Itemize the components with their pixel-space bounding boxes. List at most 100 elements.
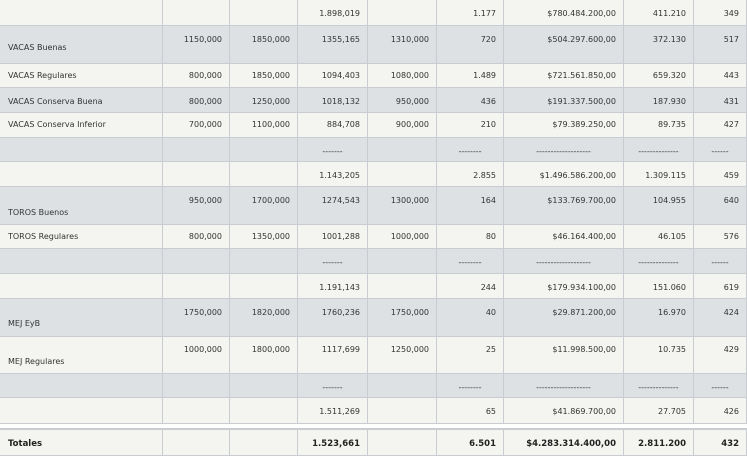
cell-total-kg: 89.735 <box>624 113 694 138</box>
cell-avg-kg: 424 <box>694 299 747 337</box>
cell-max-price-text: 1850,000 <box>251 35 290 44</box>
cell-total-kg-text: 16.970 <box>658 308 686 317</box>
cell-avg-weight: 1094,403 <box>298 64 368 88</box>
cell-head-count-text: 164 <box>480 196 496 205</box>
cell-label <box>0 162 163 187</box>
cell-amount-text: $41.869.700,00 <box>552 407 616 416</box>
cell-head-count: 244 <box>437 274 504 299</box>
cell-label <box>0 398 163 424</box>
table-row: 1.898,019 1.177 $780.484.200,00 411.210 349 <box>0 0 747 26</box>
table-row: 1.143,205 2.855 $1.496.586.200,00 1.309.115… <box>0 162 747 187</box>
cell-avg-weight-text: 1001,288 <box>321 232 360 241</box>
cell-amount-text: $179.934.100,00 <box>547 283 616 292</box>
cell-amount: $179.934.100,00 <box>504 274 624 299</box>
cell-max-price-text: 1700,000 <box>251 196 290 205</box>
cell-avg-weight: 1018,132 <box>298 88 368 113</box>
cell-label-text: VACAS Conserva Inferior <box>8 120 106 129</box>
cell-head-count-text: -------- <box>458 383 482 392</box>
cell-label: MEJ EyB <box>0 299 163 337</box>
cell-head-count-text: 25 <box>485 345 496 354</box>
cell-avg-kg: 431 <box>694 88 747 113</box>
cell-avg-weight: 1001,288 <box>298 225 368 249</box>
cell-avg-weight-text: 1.898,019 <box>319 9 360 18</box>
cell-max-price <box>230 274 298 299</box>
cell-ref-weight: 1750,000 <box>368 299 437 337</box>
cell-ref-weight <box>368 430 437 456</box>
cell-amount: $504.297.600,00 <box>504 26 624 64</box>
totals-row: Totales 1.523,661 6.501 $4.283.314.400,00 2.… <box>0 428 747 456</box>
cell-ref-weight-text: 1080,000 <box>390 71 429 80</box>
table-row: ------- -------- ------------------- ------… <box>0 138 747 162</box>
cell-max-price-text: 1850,000 <box>251 71 290 80</box>
cell-ref-weight-text: 900,000 <box>395 120 429 129</box>
cell-label: VACAS Regulares <box>0 64 163 88</box>
cell-avg-kg: 640 <box>694 187 747 225</box>
cell-amount-text: $79.389.250,00 <box>552 120 616 129</box>
cell-total-kg: 104.955 <box>624 187 694 225</box>
cell-amount-text: $29.871.200,00 <box>552 308 616 317</box>
cell-head-count-text: 210 <box>480 120 496 129</box>
cell-amount: ------------------- <box>504 374 624 398</box>
table-row: VACAS Buenas 1150,000 1850,000 1355,165 1310… <box>0 26 747 64</box>
cell-avg-weight-text: 1117,699 <box>321 345 360 354</box>
cell-head-count: 720 <box>437 26 504 64</box>
cell-ref-weight-text: 1250,000 <box>390 345 429 354</box>
cell-total-kg-text: 372.130 <box>652 35 686 44</box>
cell-label: VACAS Conserva Buena <box>0 88 163 113</box>
cell-min-price: 800,000 <box>163 64 230 88</box>
cell-amount: $41.869.700,00 <box>504 398 624 424</box>
cell-amount: $1.496.586.200,00 <box>504 162 624 187</box>
cell-amount-text: ------------------- <box>536 147 591 156</box>
cell-avg-kg-text: ------ <box>711 383 729 392</box>
cell-min-price <box>163 398 230 424</box>
cell-avg-weight: 1274,543 <box>298 187 368 225</box>
cell-ref-weight-text: 950,000 <box>395 97 429 106</box>
cell-label-text: VACAS Buenas <box>8 43 67 52</box>
cell-label-text: Totales <box>8 439 43 449</box>
cell-min-price-text: 800,000 <box>188 97 222 106</box>
cell-head-count-text: 1.489 <box>473 71 496 80</box>
cell-head-count-text: 244 <box>480 283 496 292</box>
cell-total-kg: 372.130 <box>624 26 694 64</box>
cell-min-price-text: 800,000 <box>188 71 222 80</box>
cell-avg-weight: 1355,165 <box>298 26 368 64</box>
cell-ref-weight <box>368 138 437 162</box>
cell-avg-weight: 1.523,661 <box>298 430 368 456</box>
cell-total-kg-text: 151.060 <box>652 283 686 292</box>
cell-min-price <box>163 274 230 299</box>
cell-avg-kg-text: 459 <box>723 171 739 180</box>
cell-amount-text: $133.769.700,00 <box>547 196 616 205</box>
cell-head-count: 164 <box>437 187 504 225</box>
cell-avg-weight: 1.898,019 <box>298 0 368 26</box>
cell-avg-weight: ------- <box>298 249 368 274</box>
cell-ref-weight-text: 1310,000 <box>390 35 429 44</box>
cell-avg-weight: 1.511,269 <box>298 398 368 424</box>
cell-total-kg: -------------- <box>624 138 694 162</box>
cell-head-count: -------- <box>437 249 504 274</box>
cell-amount: ------------------- <box>504 138 624 162</box>
cell-avg-kg: 517 <box>694 26 747 64</box>
cell-total-kg-text: 46.105 <box>658 232 686 241</box>
cell-total-kg: 46.105 <box>624 225 694 249</box>
cell-label-text: MEJ Regulares <box>8 357 65 366</box>
cell-label-text: VACAS Conserva Buena <box>8 97 103 106</box>
cell-head-count-text: 2.855 <box>473 171 496 180</box>
cell-min-price-text: 1150,000 <box>183 35 222 44</box>
cell-amount-text: ------------------- <box>536 383 591 392</box>
cell-max-price <box>230 0 298 26</box>
cell-total-kg-text: -------------- <box>638 258 679 267</box>
cell-avg-kg-text: 426 <box>723 407 739 416</box>
cell-amount: $11.998.500,00 <box>504 337 624 374</box>
cell-total-kg-text: 89.735 <box>658 120 686 129</box>
cell-total-kg: 411.210 <box>624 0 694 26</box>
cell-label <box>0 374 163 398</box>
cell-head-count: 1.489 <box>437 64 504 88</box>
cell-avg-kg: 576 <box>694 225 747 249</box>
cell-avg-kg: 426 <box>694 398 747 424</box>
cell-total-kg-text: 10.735 <box>658 345 686 354</box>
cell-avg-kg-text: 427 <box>723 120 739 129</box>
cell-label <box>0 138 163 162</box>
cell-avg-weight-text: 1.523,661 <box>312 439 360 449</box>
cell-min-price: 800,000 <box>163 225 230 249</box>
cell-ref-weight: 950,000 <box>368 88 437 113</box>
